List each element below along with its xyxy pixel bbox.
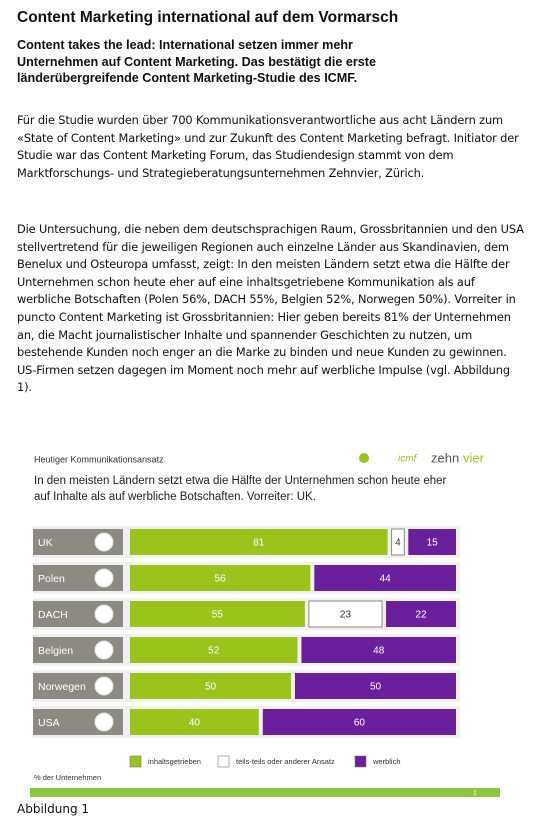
value-label: 60 <box>354 718 366 729</box>
value-label: 48 <box>373 646 385 657</box>
bar-segment <box>386 601 456 627</box>
legend-swatch <box>354 755 367 768</box>
bar-segment <box>130 673 291 699</box>
legend-swatch <box>129 755 142 768</box>
legend-label: inhaltsgetrieben <box>148 757 201 766</box>
category-label: USA <box>38 717 60 729</box>
lead: Content takes the lead: International se… <box>17 38 376 85</box>
flag <box>94 640 114 660</box>
bar-segment <box>130 709 259 735</box>
figure-subtitle: In den meisten Ländern setzt etwa die Hä… <box>34 475 447 503</box>
value-label: 81 <box>253 538 265 549</box>
figure: Heutiger Kommunikationsansatz icmf zehn … <box>30 450 500 797</box>
caption: Abbildung 1 <box>17 802 90 816</box>
logo: icmf <box>398 454 418 465</box>
category-label: Polen <box>38 573 65 585</box>
bar-segment <box>308 600 383 628</box>
value-label: 55 <box>212 610 224 621</box>
flag <box>94 712 114 732</box>
value-label: 15 <box>427 538 439 549</box>
paragraph: Für die Studie wurden über 700 Kommunika… <box>17 113 519 180</box>
logo-dot <box>359 453 369 463</box>
page-bar <box>30 788 500 797</box>
category-label: DACH <box>38 609 68 621</box>
legend-label: teils-teils oder anderer Ansatz <box>236 757 335 766</box>
flag <box>94 532 114 552</box>
bar-segment <box>391 528 405 556</box>
bar-segment <box>130 637 298 663</box>
paragraph: Die Untersuchung, die neben dem deutschs… <box>17 222 524 395</box>
value-label: 50 <box>370 682 382 693</box>
value-label: 22 <box>415 610 427 621</box>
bar-segment <box>295 673 456 699</box>
value-label: 52 <box>208 646 220 657</box>
value-label: 23 <box>340 610 352 621</box>
category-label: Belgien <box>38 645 73 657</box>
bar-segment <box>314 565 456 591</box>
title: Content Marketing international auf dem … <box>17 9 399 26</box>
legend-label: werblich <box>372 757 401 766</box>
value-label: 4 <box>395 538 401 549</box>
bar-segment <box>130 601 305 627</box>
value-label: 44 <box>380 574 392 585</box>
bar-segment <box>130 565 311 591</box>
logo: zehn <box>431 450 459 465</box>
category-label: UK <box>38 537 53 549</box>
page-marker: 1 <box>473 790 477 797</box>
logo: vier <box>463 450 485 465</box>
legend-swatch <box>217 755 230 768</box>
flag <box>94 604 114 624</box>
flag <box>94 568 114 588</box>
category-label: Norwegen <box>38 681 86 693</box>
figure-heading: Heutiger Kommunikationsansatz <box>34 454 164 464</box>
value-label: 50 <box>205 682 217 693</box>
bar-segment <box>301 637 456 663</box>
value-label: 56 <box>215 574 227 585</box>
flag <box>94 676 114 696</box>
bar-segment <box>262 709 456 735</box>
bar-segment <box>408 529 456 555</box>
bar-segment <box>130 529 388 555</box>
unit-note: % der Unternehmen <box>34 773 101 782</box>
value-label: 40 <box>189 718 201 729</box>
